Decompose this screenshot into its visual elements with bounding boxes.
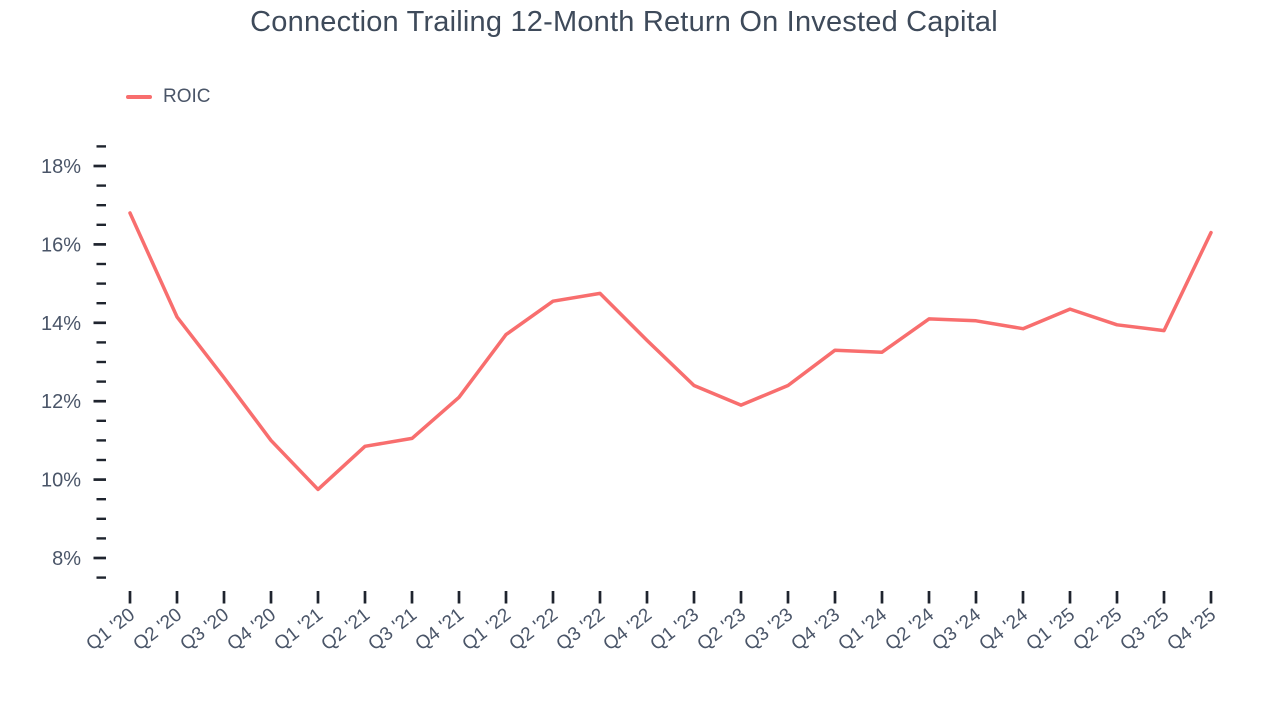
x-axis-tick-label: Q4 '22 xyxy=(600,604,657,655)
chart-legend: ROIC xyxy=(126,86,211,108)
x-axis-tick-label: Q1 '20 xyxy=(83,604,140,655)
y-axis-tick-label: 10% xyxy=(41,470,81,492)
roic-series-line xyxy=(128,211,1213,492)
x-axis-tick-label: Q2 '21 xyxy=(318,604,375,655)
x-axis-tick-label: Q2 '24 xyxy=(882,604,939,655)
x-axis-tick-label: Q1 '22 xyxy=(459,604,516,655)
x-axis-tick-label: Q4 '24 xyxy=(976,604,1033,655)
x-axis-tick-label: Q3 '24 xyxy=(929,604,986,655)
x-axis-tick-label: Q3 '21 xyxy=(365,604,422,655)
x-axis-tick-label: Q2 '20 xyxy=(130,604,187,655)
x-axis-tick-label: Q3 '22 xyxy=(553,604,610,655)
chart-title: Connection Trailing 12-Month Return On I… xyxy=(250,6,998,38)
x-axis-tick-label: Q1 '25 xyxy=(1023,604,1080,655)
y-axis-tick-label: 8% xyxy=(52,548,81,570)
x-axis-tick-label: Q4 '23 xyxy=(788,604,845,655)
x-axis-tick-label: Q2 '23 xyxy=(694,604,751,655)
x-axis-tick-label: Q3 '20 xyxy=(177,604,234,655)
x-axis-tick-label: Q2 '22 xyxy=(506,604,563,655)
y-axis-tick-label: 18% xyxy=(41,156,81,178)
x-axis-tick-label: Q1 '21 xyxy=(271,604,328,655)
x-axis-tick-label: Q4 '25 xyxy=(1164,604,1221,655)
x-axis-tick-label: Q3 '25 xyxy=(1117,604,1174,655)
x-axis-tick-label: Q4 '20 xyxy=(224,604,281,655)
y-axis-tick-label: 14% xyxy=(41,313,81,335)
x-axis-tick-label: Q4 '21 xyxy=(412,604,469,655)
legend-series-label: ROIC xyxy=(163,86,211,107)
x-axis-tick-label: Q1 '23 xyxy=(647,604,704,655)
legend-line-swatch-icon xyxy=(126,95,152,99)
x-axis-tick-label: Q3 '23 xyxy=(741,604,798,655)
x-axis-tick-label: Q1 '24 xyxy=(835,604,892,655)
y-axis-tick-label: 12% xyxy=(41,391,81,413)
x-axis-tick-label: Q2 '25 xyxy=(1070,604,1127,655)
y-axis-tick-label: 16% xyxy=(41,234,81,256)
